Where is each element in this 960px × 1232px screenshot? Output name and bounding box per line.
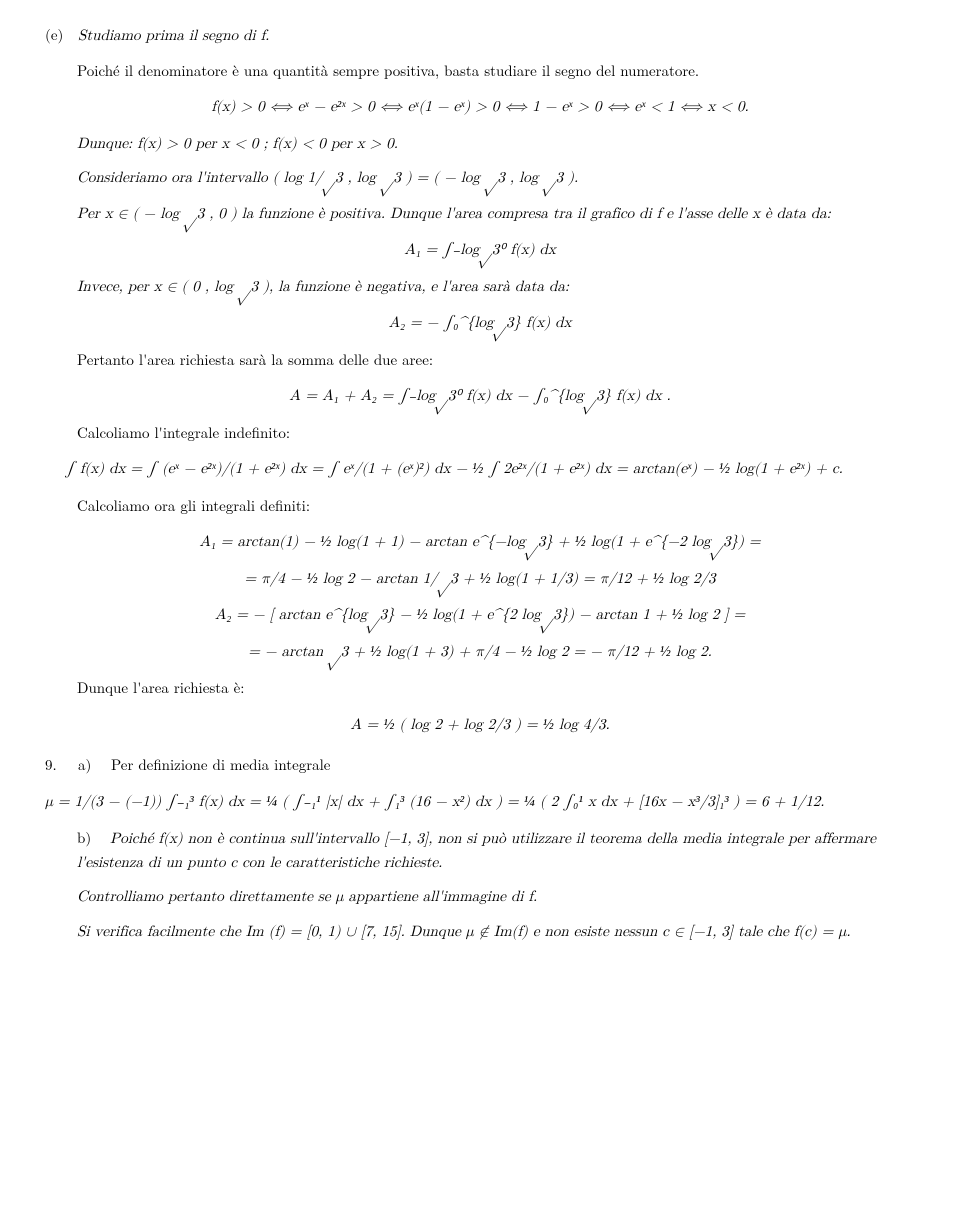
p10-wrap: Dunque l'area richiesta è: [77,677,915,700]
item-e-label: (e) [45,24,73,47]
p8: Calcoliamo l'integrale indefinito: [77,422,915,445]
eq6: A₁ = arctan(1) − ½ log(1 + 1) − arctan e… [45,531,915,554]
p11: Per definizione di media integrale [111,754,330,775]
p1: Studiamo prima il segno di f. [78,28,269,43]
eq5: ∫ f(x) dx = ∫ (eˣ − e²ˣ)/(1 + e²ˣ) dx = … [65,458,915,481]
eq1: f(x) > 0 ⟺ eˣ − e²ˣ > 0 ⟺ eˣ(1 − eˣ) > 0… [45,96,915,119]
p12: Poiché f(x) non è continua sull'interval… [77,831,876,870]
section-9b: b) Poiché f(x) non è continua sull'inter… [77,827,915,874]
sec9-label: 9. [45,754,73,777]
p9: Calcoliamo ora gli integrali definiti: [77,495,915,518]
sec9-b-label: b) [77,827,105,850]
p5: Per x ∈ ( − log √3 , 0 ) la funzione è p… [77,206,831,221]
eq3: A₂ = − ∫₀^{log√3} f(x) dx [45,312,915,335]
section-9: 9. a) Per definizione di media integrale [45,754,915,777]
p6: Invece, per x ∈ ( 0 , log √3 ), la funzi… [77,276,915,299]
sec9-a-label: a) [78,754,106,777]
p14: Si verifica facilmente che Im (f) = [0, … [77,921,915,944]
p7: Pertanto l'area richiesta sarà la somma … [77,349,915,372]
section-e: (e) Studiamo prima il segno di f. [45,24,915,48]
p5-wrap: Per x ∈ ( − log √3 , 0 ) la funzione è p… [77,202,915,226]
eq11: μ = 1/(3 − (−1)) ∫₋₁³ f(x) dx = ¼ ( ∫₋₁¹… [45,791,915,814]
eq8: A₂ = − [ arctan e^{log√3} − ½ log(1 + e^… [45,604,915,627]
p4: Consideriamo ora l'intervallo ( log 1/√3… [77,167,915,190]
eq7: = π/4 − ½ log 2 − arctan 1/√3 + ½ log(1 … [45,568,915,591]
p13: Controlliamo pertanto direttamente se μ … [77,886,915,909]
p3: Dunque: f(x) > 0 per x < 0 ; f(x) < 0 pe… [77,133,915,156]
eq2: A₁ = ∫₋log√3⁰ f(x) dx [45,239,915,262]
p10: Dunque l'area richiesta è: [77,677,244,698]
p2: Poiché il denominatore è una quantità se… [77,60,915,83]
eq4: A = A₁ + A₂ = ∫₋log√3⁰ f(x) dx − ∫₀^{log… [45,385,915,408]
eq9: = − arctan √3 + ½ log(1 + 3) + π/4 − ½ l… [45,641,915,664]
eq10: A = ½ ( log 2 + log 2/3 ) = ½ log 4/3. [45,714,915,737]
